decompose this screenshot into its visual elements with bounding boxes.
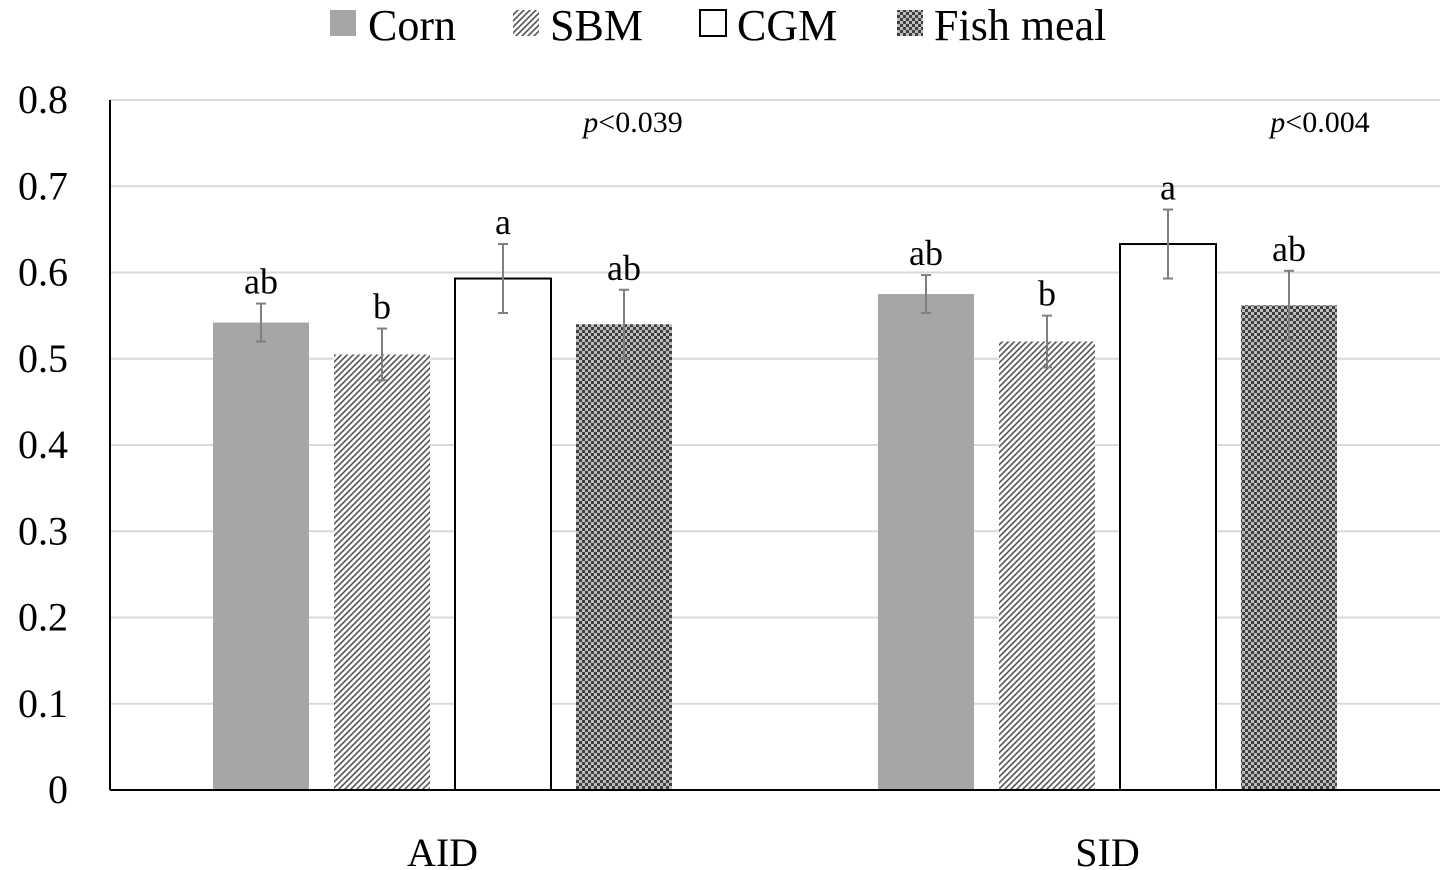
bar-corn-aid [213, 322, 309, 790]
bar-sbm-sid [999, 341, 1095, 790]
legend-swatch [513, 10, 539, 36]
significance-letter: a [495, 202, 511, 242]
legend-swatch [330, 10, 356, 36]
p-value-italic: p [581, 106, 598, 139]
x-category-label: AID [407, 830, 478, 870]
p-value-text: <0.004 [1285, 106, 1369, 139]
p-value-text: <0.039 [598, 106, 682, 139]
legend-swatch [897, 10, 923, 36]
bars [213, 208, 1337, 792]
bar-fish-meal-aid [576, 324, 672, 790]
bar-sbm-aid [334, 354, 430, 790]
y-tick-label: 0.5 [18, 336, 68, 381]
significance-letter: b [373, 287, 391, 327]
significance-letter: ab [244, 262, 278, 302]
x-category-label: SID [1075, 830, 1139, 870]
y-tick-label: 0 [48, 767, 68, 812]
y-tick-label: 0.1 [18, 681, 68, 726]
legend-label: Corn [368, 1, 456, 50]
bar-fish-meal-sid [1241, 305, 1337, 790]
y-tick-label: 0.6 [18, 250, 68, 295]
bar-corn-sid [878, 294, 974, 790]
bar-cgm-sid [1119, 243, 1217, 792]
legend-label: CGM [737, 1, 837, 50]
axes [109, 100, 1440, 791]
y-tick-label: 0.4 [18, 422, 68, 467]
labels: 0 0.1 0.2 0.3 0.4 0.5 0.6 0.7 0.8 ab b a ab AID ab b a ab… [18, 77, 1370, 870]
y-tick-label: 0.7 [18, 163, 68, 208]
legend-label: Fish meal [934, 1, 1106, 50]
legend: Corn SBM CGM Fish meal [330, 1, 1106, 50]
gridlines [110, 99, 1440, 705]
bar-cgm-aid [454, 277, 552, 791]
p-value-italic: p [1268, 106, 1285, 139]
significance-letter: a [1160, 168, 1176, 208]
p-value-annotation: p<0.004 [1268, 106, 1369, 139]
legend-label: SBM [550, 1, 643, 50]
significance-letter: ab [1272, 229, 1306, 269]
y-tick-label: 0.3 [18, 508, 68, 553]
significance-letter: ab [607, 248, 641, 288]
y-tick-label: 0.2 [18, 595, 68, 640]
y-tick-label: 0.8 [18, 77, 68, 122]
legend-swatch [699, 9, 727, 37]
p-value-annotation: p<0.039 [581, 106, 682, 139]
significance-letter: ab [909, 233, 943, 273]
significance-letter: b [1038, 274, 1056, 314]
